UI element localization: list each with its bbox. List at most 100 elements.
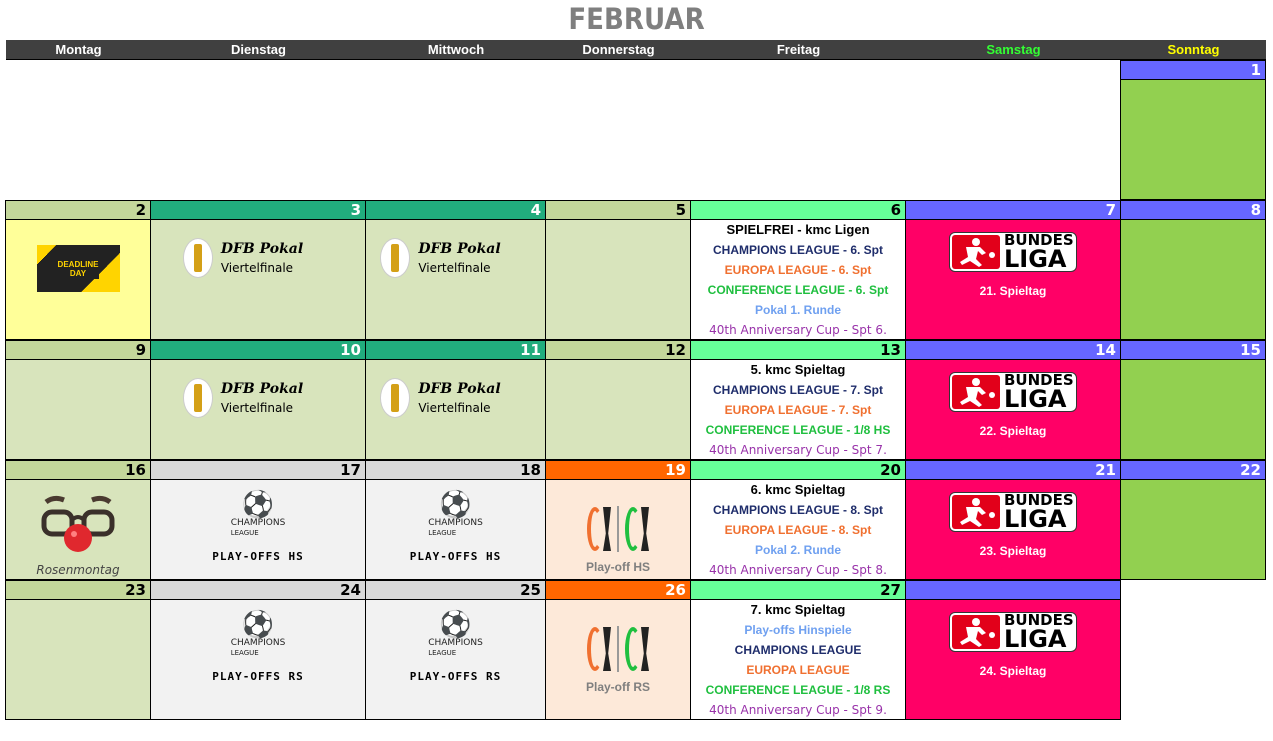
starball-icon: ⚽ [439, 489, 472, 519]
weekday-header-montag: Montag [6, 40, 151, 60]
conference-league-trophy-icon [641, 627, 649, 671]
day-number: 7 [905, 200, 1121, 220]
dfb-pokal-entry: DFB Pokal Viertelfinale [380, 378, 501, 418]
matchday-label: 24. Spieltag [979, 664, 1047, 678]
weekday-header-sonntag: Sonntag [1121, 40, 1266, 60]
event-line: 40th Anniversary Cup - Spt 7. [709, 443, 887, 457]
event-line: SPIELFREI - kmc Ligen [726, 222, 870, 237]
event-line: CHAMPIONS LEAGUE [734, 643, 862, 657]
day-number: 17 [150, 460, 366, 480]
divider [617, 626, 619, 672]
day-cell[interactable] [545, 220, 691, 340]
event-line: EUROPA LEAGUE [746, 663, 850, 677]
day-number: 10 [150, 340, 366, 360]
day-cell[interactable]: 5. kmc Spieltag CHAMPIONS LEAGUE - 7. Spt… [690, 360, 906, 460]
playoff-label: Play-off HS [585, 560, 650, 574]
day-cell[interactable]: DFB Pokal Viertelfinale [365, 220, 546, 340]
event-line: EUROPA LEAGUE - 7. Spt [724, 403, 872, 417]
day-number: 20 [690, 460, 906, 480]
dfb-pokal-entry: DFB Pokal Viertelfinale [380, 238, 501, 278]
day-cell[interactable] [1120, 480, 1266, 580]
day-cell[interactable]: BUNDES LIGA 24. Spieltag [905, 600, 1121, 720]
dfb-pokal-entry: DFB Pokal Viertelfinale [182, 238, 303, 278]
day-cell[interactable]: 7. kmc Spieltag Play-offs Hinspiele CHAMPI… [690, 600, 906, 720]
europa-league-arc-icon [587, 507, 603, 551]
day-cell[interactable]: Play-off RS [545, 600, 691, 720]
weekday-header-donnerstag: Donnerstag [546, 40, 691, 60]
day-cell[interactable]: BUNDES LIGA 23. Spieltag [905, 480, 1121, 580]
divider [617, 506, 619, 552]
starball-icon: ⚽ [439, 609, 472, 639]
dfb-text: DFB Pokal Viertelfinale [221, 241, 303, 275]
conference-league-arc-icon [625, 627, 641, 671]
europa-league-arc-icon [587, 627, 603, 671]
day-cell[interactable]: ⚽ CHAMPIONS LEAGUE PLAY-OFFS RS [365, 600, 546, 720]
champions-league-logo: ⚽ CHAMPIONS LEAGUE [231, 610, 286, 658]
event-line: 40th Anniversary Cup - Spt 9. [709, 703, 887, 717]
champions-league-logo-text: CHAMPIONS LEAGUE [230, 638, 286, 657]
day-cell[interactable]: DFB Pokal Viertelfinale [365, 360, 546, 460]
event-line: Pokal 1. Runde [754, 303, 842, 317]
trophy-shape [391, 244, 400, 272]
day-cell[interactable]: ⚽ CHAMPIONS LEAGUE PLAY-OFFS HS [365, 480, 546, 580]
day-number: 18 [365, 460, 546, 480]
day-number: 8 [1120, 200, 1266, 220]
event-line: 6. kmc Spieltag [750, 482, 846, 497]
day-cell[interactable] [1120, 360, 1266, 460]
event-line: Pokal 2. Runde [754, 543, 842, 557]
weekday-header-freitag: Freitag [691, 40, 906, 60]
month-title: FEBRUAR [568, 2, 705, 36]
europa-conference-league-logos [587, 626, 649, 672]
day-number: 23 [5, 580, 151, 600]
day-cell[interactable] [545, 360, 691, 460]
day-cell[interactable] [1120, 80, 1266, 200]
day-cell[interactable]: ⚽ CHAMPIONS LEAGUE PLAY-OFFS RS [150, 600, 366, 720]
europa-league-trophy-icon [603, 627, 611, 671]
matchday-label: 22. Spieltag [979, 424, 1047, 438]
weekday-header-mittwoch: Mittwoch [366, 40, 546, 60]
day-number: 15 [1120, 340, 1266, 360]
event-line: 5. kmc Spieltag [750, 362, 846, 377]
day-number: 2 [5, 200, 151, 220]
bundesliga-player-icon [952, 375, 1000, 409]
day-cell[interactable]: ⚽ CHAMPIONS LEAGUE PLAY-OFFS HS [150, 480, 366, 580]
day-number: 3 [150, 200, 366, 220]
day-cell[interactable]: DEADLINE DAY [5, 220, 151, 340]
day-cell[interactable] [5, 600, 151, 720]
day-cell[interactable]: SPIELFREI - kmc Ligen CHAMPIONS LEAGUE - … [690, 220, 906, 340]
dfb-round: Viertelfinale [220, 261, 294, 275]
day-cell[interactable] [1120, 220, 1266, 340]
day-cell[interactable]: 6. kmc Spieltag CHAMPIONS LEAGUE - 8. Spt… [690, 480, 906, 580]
holiday-label: Rosenmontag [36, 563, 120, 577]
champions-league-logo: ⚽ CHAMPIONS LEAGUE [231, 490, 286, 538]
trophy-shape [193, 244, 202, 272]
bundesliga-logo: BUNDES LIGA [949, 372, 1077, 412]
event-line: CHAMPIONS LEAGUE - 8. Spt [712, 503, 883, 517]
day-cell[interactable]: Rosenmontag [5, 480, 151, 580]
bundesliga-logo-text: BUNDES LIGA [1004, 491, 1074, 533]
event-line: CONFERENCE LEAGUE - 1/8 RS [705, 683, 891, 697]
day-cell[interactable]: BUNDES LIGA 22. Spieltag [905, 360, 1121, 460]
day-cell[interactable] [5, 360, 151, 460]
day-number: 27 [690, 580, 906, 600]
day-number: 22 [1120, 460, 1266, 480]
day-number: 4 [365, 200, 546, 220]
day-cell[interactable]: BUNDES LIGA 21. Spieltag [905, 220, 1121, 340]
day-number: 1 [1120, 60, 1266, 80]
dfb-title: DFB Pokal [418, 241, 501, 257]
bundesliga-player-icon [952, 495, 1000, 529]
day-cell[interactable]: Play-off HS [545, 480, 691, 580]
day-cell[interactable]: DFB Pokal Viertelfinale [150, 220, 366, 340]
day-cell[interactable]: DFB Pokal Viertelfinale [150, 360, 366, 460]
calendar-grid: Montag Dienstag Mittwoch Donnerstag Freitag S… [5, 40, 1266, 720]
event-line: Play-offs Hinspiele [744, 623, 852, 637]
champions-league-logo: ⚽ CHAMPIONS LEAGUE [428, 610, 483, 658]
dfb-round: Viertelfinale [418, 401, 491, 415]
day-number: 12 [545, 340, 691, 360]
champions-league-logo: ⚽ CHAMPIONS LEAGUE [428, 490, 483, 538]
europa-conference-league-logos [587, 506, 649, 552]
day-number: 26 [545, 580, 691, 600]
trophy-shape [193, 384, 202, 412]
day-number: 5 [545, 200, 691, 220]
bundesliga-player-icon [952, 235, 1000, 269]
